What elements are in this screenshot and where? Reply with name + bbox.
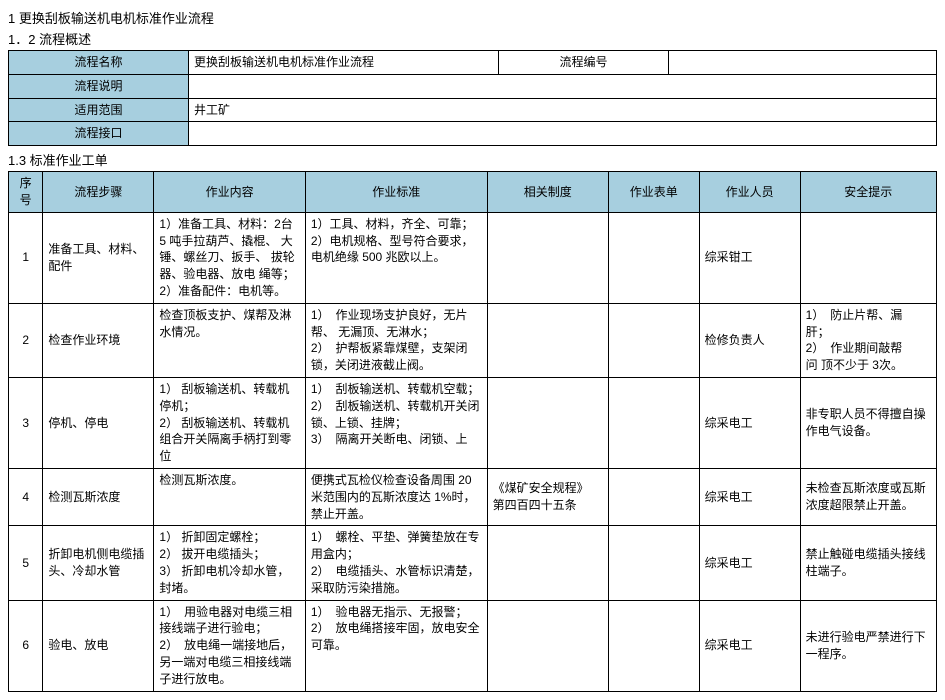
cell-step: 折卸电机侧电缆插头、冷却水管 bbox=[43, 526, 154, 600]
cell-seq: 2 bbox=[9, 303, 43, 377]
cell-safety: 未检查瓦斯浓度或瓦斯浓度超限禁止开盖。 bbox=[800, 468, 936, 525]
cell-sheet bbox=[608, 303, 699, 377]
overview-label: 流程名称 bbox=[9, 51, 189, 75]
cell-sheet bbox=[608, 468, 699, 525]
cell-standard: 1） 螺栓、平垫、弹簧垫放在专 用盒内； 2） 电缆插头、水管标识清楚，采取防污… bbox=[305, 526, 487, 600]
cell-content: 检测瓦斯浓度。 bbox=[154, 468, 305, 525]
cell-content: 1） 折卸固定螺栓； 2） 拔开电缆插头； 3） 折卸电机冷却水管，封堵。 bbox=[154, 526, 305, 600]
th-sheet: 作业表单 bbox=[608, 172, 699, 213]
cell-seq: 6 bbox=[9, 600, 43, 691]
cell-standard: 1） 作业现场支护良好，无片帮、 无漏顶、无淋水； 2） 护帮板紧靠煤壁，支架闭… bbox=[305, 303, 487, 377]
overview-value bbox=[189, 122, 937, 146]
cell-person: 综采钳工 bbox=[699, 212, 800, 303]
doc-title-2: 1．2 流程概述 bbox=[8, 29, 937, 48]
th-standard: 作业标准 bbox=[305, 172, 487, 213]
cell-step: 准备工具、材料、配件 bbox=[43, 212, 154, 303]
cell-person: 综采电工 bbox=[699, 600, 800, 691]
th-seq: 序号 bbox=[9, 172, 43, 213]
cell-safety: 1） 防止片帮、漏 肝； 2） 作业期间敲帮 问 顶不少于 3次。 bbox=[800, 303, 936, 377]
overview-row: 流程接口 bbox=[9, 122, 937, 146]
table-row: 2检查作业环境检查顶板支护、煤帮及淋水情况。1） 作业现场支护良好，无片帮、 无… bbox=[9, 303, 937, 377]
cell-system bbox=[487, 212, 608, 303]
cell-sheet bbox=[608, 212, 699, 303]
overview-label2: 流程编号 bbox=[499, 51, 669, 75]
cell-person: 综采电工 bbox=[699, 468, 800, 525]
cell-safety: 非专职人员不得擅自操作电气设备。 bbox=[800, 377, 936, 468]
cell-safety: 禁止触碰电缆插头接线柱端子。 bbox=[800, 526, 936, 600]
cell-standard: 1） 验电器无指示、无报警； 2） 放电绳搭接牢固，放电安全 可靠。 bbox=[305, 600, 487, 691]
overview-label: 流程接口 bbox=[9, 122, 189, 146]
cell-content: 1）准备工具、材料：2台 5 吨手拉葫芦、撬棍、 大锤、螺丝刀、扳手、 拔轮器、… bbox=[154, 212, 305, 303]
overview-value2 bbox=[669, 51, 937, 75]
overview-value: 更换刮板输送机电机标准作业流程 bbox=[189, 51, 499, 75]
cell-person: 综采电工 bbox=[699, 377, 800, 468]
cell-step: 检查作业环境 bbox=[43, 303, 154, 377]
th-person: 作业人员 bbox=[699, 172, 800, 213]
cell-system: 《煤矿安全规程》 第四百四十五条 bbox=[487, 468, 608, 525]
cell-standard: 便携式瓦检仪检查设备周围 20 米范围内的瓦斯浓度达 1%时， 禁止开盖。 bbox=[305, 468, 487, 525]
cell-seq: 1 bbox=[9, 212, 43, 303]
cell-content: 1） 刮板输送机、转载机 停机； 2） 刮板输送机、转载机 组合开关隔离手柄打到… bbox=[154, 377, 305, 468]
cell-standard: 1） 刮板输送机、转载机空载； 2） 刮板输送机、转载机开关闭 锁、上锁、挂牌；… bbox=[305, 377, 487, 468]
cell-step: 检测瓦斯浓度 bbox=[43, 468, 154, 525]
overview-value: 井工矿 bbox=[189, 98, 937, 122]
cell-content: 检查顶板支护、煤帮及淋水情况。 bbox=[154, 303, 305, 377]
cell-person: 检修负责人 bbox=[699, 303, 800, 377]
table-row: 4检测瓦斯浓度检测瓦斯浓度。便携式瓦检仪检查设备周围 20 米范围内的瓦斯浓度达… bbox=[9, 468, 937, 525]
cell-sheet bbox=[608, 600, 699, 691]
overview-row: 流程说明 bbox=[9, 74, 937, 98]
overview-label: 适用范围 bbox=[9, 98, 189, 122]
table-row: 1准备工具、材料、配件1）准备工具、材料：2台 5 吨手拉葫芦、撬棍、 大锤、螺… bbox=[9, 212, 937, 303]
cell-system bbox=[487, 377, 608, 468]
cell-sheet bbox=[608, 526, 699, 600]
cell-step: 停机、停电 bbox=[43, 377, 154, 468]
cell-system bbox=[487, 303, 608, 377]
overview-table: 流程名称更换刮板输送机电机标准作业流程流程编号流程说明适用范围井工矿流程接口 bbox=[8, 50, 937, 146]
doc-title-3: 1.3 标准作业工单 bbox=[8, 150, 937, 169]
work-order-table: 序号 流程步骤 作业内容 作业标准 相关制度 作业表单 作业人员 安全提示 1准… bbox=[8, 171, 937, 691]
cell-sheet bbox=[608, 377, 699, 468]
overview-row: 适用范围井工矿 bbox=[9, 98, 937, 122]
cell-system bbox=[487, 600, 608, 691]
overview-value bbox=[189, 74, 937, 98]
cell-seq: 5 bbox=[9, 526, 43, 600]
cell-safety: 未进行验电严禁进行下一程序。 bbox=[800, 600, 936, 691]
cell-standard: 1）工具、材料，齐全、可靠； 2）电机规格、型号符合要求， 电机绝缘 500 兆… bbox=[305, 212, 487, 303]
cell-system bbox=[487, 526, 608, 600]
overview-label: 流程说明 bbox=[9, 74, 189, 98]
doc-title-1: 1 更换刮板输送机电机标准作业流程 bbox=[8, 8, 937, 27]
cell-content: 1） 用验电器对电缆三相 接线端子进行验电； 2） 放电绳一端接地后， 另一端对… bbox=[154, 600, 305, 691]
cell-step: 验电、放电 bbox=[43, 600, 154, 691]
table-row: 3停机、停电1） 刮板输送机、转载机 停机； 2） 刮板输送机、转载机 组合开关… bbox=[9, 377, 937, 468]
cell-safety bbox=[800, 212, 936, 303]
cell-seq: 4 bbox=[9, 468, 43, 525]
overview-row: 流程名称更换刮板输送机电机标准作业流程流程编号 bbox=[9, 51, 937, 75]
cell-seq: 3 bbox=[9, 377, 43, 468]
th-system: 相关制度 bbox=[487, 172, 608, 213]
table-header-row: 序号 流程步骤 作业内容 作业标准 相关制度 作业表单 作业人员 安全提示 bbox=[9, 172, 937, 213]
th-step: 流程步骤 bbox=[43, 172, 154, 213]
table-row: 6验电、放电1） 用验电器对电缆三相 接线端子进行验电； 2） 放电绳一端接地后… bbox=[9, 600, 937, 691]
cell-person: 综采电工 bbox=[699, 526, 800, 600]
th-safety: 安全提示 bbox=[800, 172, 936, 213]
th-content: 作业内容 bbox=[154, 172, 305, 213]
table-row: 5折卸电机侧电缆插头、冷却水管1） 折卸固定螺栓； 2） 拔开电缆插头； 3） … bbox=[9, 526, 937, 600]
